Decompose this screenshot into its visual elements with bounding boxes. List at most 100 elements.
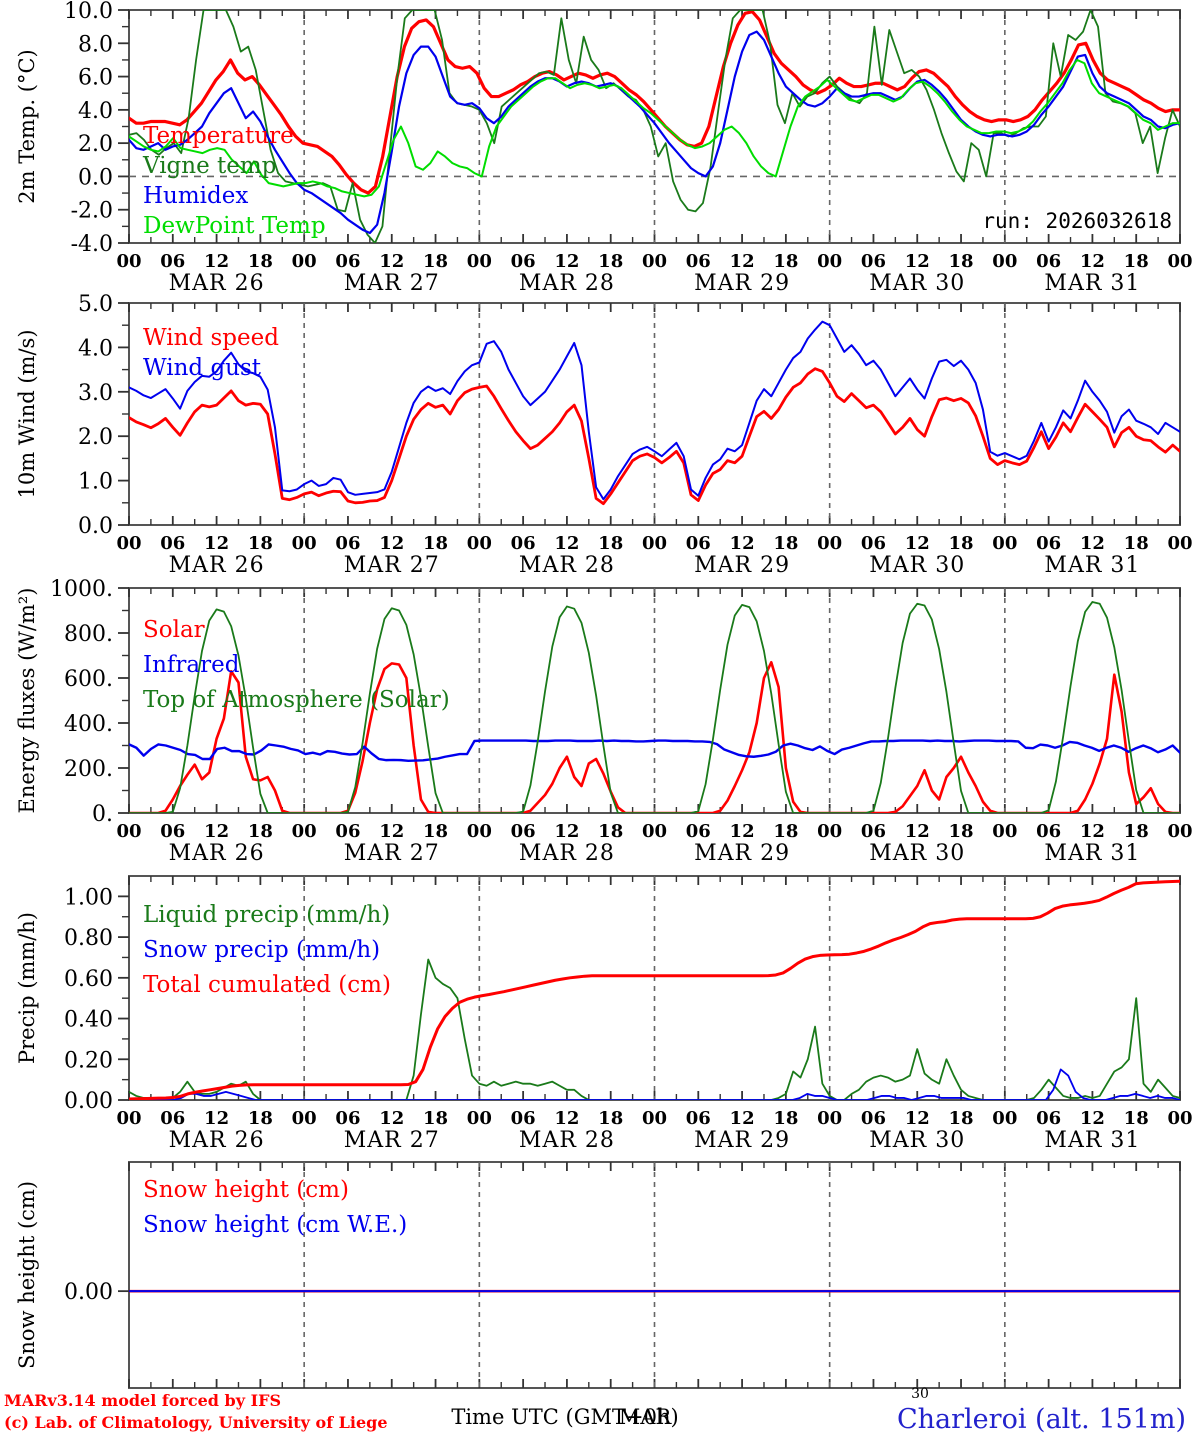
legend: Solar Infrared Top of Atmosphere (Solar) (143, 617, 450, 713)
x-day-label: MAR 30 (869, 841, 965, 866)
y-tick-label: 1.00 (64, 885, 113, 910)
y-tick-label: 0.40 (64, 1008, 113, 1033)
series-group (129, 879, 1180, 1100)
legend-item-top-of-atmosphere-solar: Top of Atmosphere (Solar) (143, 687, 450, 713)
y-tick-label: 400. (64, 712, 113, 737)
x-axis-title: Time UTC (GMT+0h) (451, 1405, 678, 1429)
x-hour-label: 00 (467, 251, 492, 272)
x-day-label: MAR 30 (869, 1128, 965, 1153)
series-group (129, 320, 1180, 506)
x-hour-label: 18 (248, 251, 273, 272)
x-hour-label: 12 (204, 1108, 229, 1129)
y-axis-title: 2m Temp. (°C) (15, 49, 39, 203)
x-hour-label: 06 (861, 251, 886, 272)
x-day-label: MAR 29 (694, 271, 790, 296)
x-day-label-overlap: MAR (619, 1405, 673, 1429)
panel-temperature: 10.0 8.0 6.0 4.0 2.0 0.0 -2.0 -4.0 2m Temp. (°C)… (15, 0, 1193, 296)
panel-precip: 1.00 0.80 0.60 0.40 0.20 0.00 Precip (mm/h) Liq… (15, 875, 1193, 1153)
x-hour-label: 00 (992, 1108, 1017, 1129)
x-day-label: MAR 27 (344, 841, 440, 866)
x-hour-label: 00 (1167, 821, 1192, 842)
y-tick-label: 3.0 (78, 381, 113, 406)
x-day-label: MAR 31 (1044, 1128, 1140, 1153)
x-hour-label: 06 (160, 251, 185, 272)
x-hour-label: 12 (204, 251, 229, 272)
x-hour-label: 00 (292, 1108, 317, 1129)
x-hour-label: 18 (1124, 533, 1149, 554)
panel-energy_fluxes: 1000. 800. 600. 400. 200. 0. Energy fluxes (W/… (15, 577, 1193, 866)
x-hour-label: 00 (1167, 251, 1192, 272)
x-axis-labels: 00 06 12 18 00 06 12 18 00 06 12 18 00 06 12 18 00 06 12 18… (116, 251, 1192, 296)
x-hour-label: 18 (949, 821, 974, 842)
x-hour-label: 12 (730, 821, 755, 842)
x-hour-label: 00 (817, 251, 842, 272)
x-hour-label: 18 (598, 1108, 623, 1129)
y-tick-label: -2.0 (71, 199, 113, 224)
x-hour-label: 18 (1124, 1108, 1149, 1129)
x-hour-label: 00 (1167, 533, 1192, 554)
x-day-number-overlap: 30 (911, 1386, 929, 1402)
x-day-label: MAR 27 (344, 1128, 440, 1153)
x-hour-label: 12 (379, 533, 404, 554)
x-hour-label: 00 (642, 533, 667, 554)
series-wind-gust (129, 320, 1180, 501)
x-hour-label: 12 (204, 533, 229, 554)
x-hour-label: 12 (905, 533, 930, 554)
x-day-label: MAR 26 (169, 271, 265, 296)
x-day-label: MAR 30 (869, 271, 965, 296)
x-hour-label: 18 (1124, 821, 1149, 842)
x-hour-label: 00 (292, 821, 317, 842)
x-hour-label: 00 (1167, 1108, 1192, 1129)
y-tick-label: 0.00 (64, 1089, 113, 1114)
y-tick-label: 6.0 (78, 66, 113, 91)
legend-item-humidex: Humidex (143, 183, 248, 209)
x-hour-label: 06 (686, 251, 711, 272)
x-hour-label: 00 (292, 251, 317, 272)
x-hour-label: 00 (467, 533, 492, 554)
y-tick-label: 2.0 (78, 132, 113, 157)
y-tick-label: 0.60 (64, 967, 113, 992)
x-day-label: MAR 31 (1044, 553, 1140, 578)
x-hour-label: 06 (335, 533, 360, 554)
x-hour-label: 06 (511, 533, 536, 554)
x-hour-label: 00 (116, 533, 141, 554)
x-hour-label: 06 (861, 1108, 886, 1129)
x-day-label: MAR 26 (169, 553, 265, 578)
x-day-label: MAR 28 (519, 553, 615, 578)
x-hour-label: 00 (817, 533, 842, 554)
x-hour-label: 12 (379, 251, 404, 272)
x-hour-label: 00 (992, 821, 1017, 842)
x-hour-label: 12 (1080, 821, 1105, 842)
x-hour-label: 06 (160, 1108, 185, 1129)
legend-item-solar: Solar (143, 617, 205, 643)
x-hour-label: 12 (554, 533, 579, 554)
x-hour-label: 00 (817, 821, 842, 842)
x-hour-label: 06 (686, 821, 711, 842)
x-hour-label: 18 (598, 821, 623, 842)
x-hour-label: 00 (992, 251, 1017, 272)
x-day-label: MAR 29 (694, 841, 790, 866)
x-hour-label: 00 (116, 821, 141, 842)
x-hour-label: 12 (1080, 533, 1105, 554)
x-hour-label: 18 (248, 1108, 273, 1129)
legend-item-snow-precip-mm-h: Snow precip (mm/h) (143, 937, 380, 963)
x-hour-label: 00 (116, 251, 141, 272)
x-day-label: MAR 29 (694, 553, 790, 578)
x-hour-label: 00 (467, 821, 492, 842)
x-hour-label: 18 (773, 1108, 798, 1129)
x-hour-label: 06 (511, 1108, 536, 1129)
x-hour-label: 00 (642, 1108, 667, 1129)
legend-item-infrared: Infrared (143, 652, 240, 678)
x-hour-label: 12 (905, 1108, 930, 1129)
x-hour-label: 18 (598, 251, 623, 272)
x-hour-label: 18 (423, 251, 448, 272)
y-axis: 5.0 4.0 3.0 2.0 1.0 0.0 (78, 292, 129, 539)
y-tick-label: 4.0 (78, 336, 113, 361)
x-day-label: MAR 28 (519, 1128, 615, 1153)
x-axis-labels: 00 06 12 18 00 06 12 18 00 06 12 18 00 06 12 18 00 06 12 18… (116, 1108, 1192, 1153)
series-humidex (129, 30, 1180, 235)
legend-item-wind-gust: Wind gust (143, 355, 262, 381)
x-hour-label: 12 (730, 533, 755, 554)
x-hour-label: 06 (335, 251, 360, 272)
